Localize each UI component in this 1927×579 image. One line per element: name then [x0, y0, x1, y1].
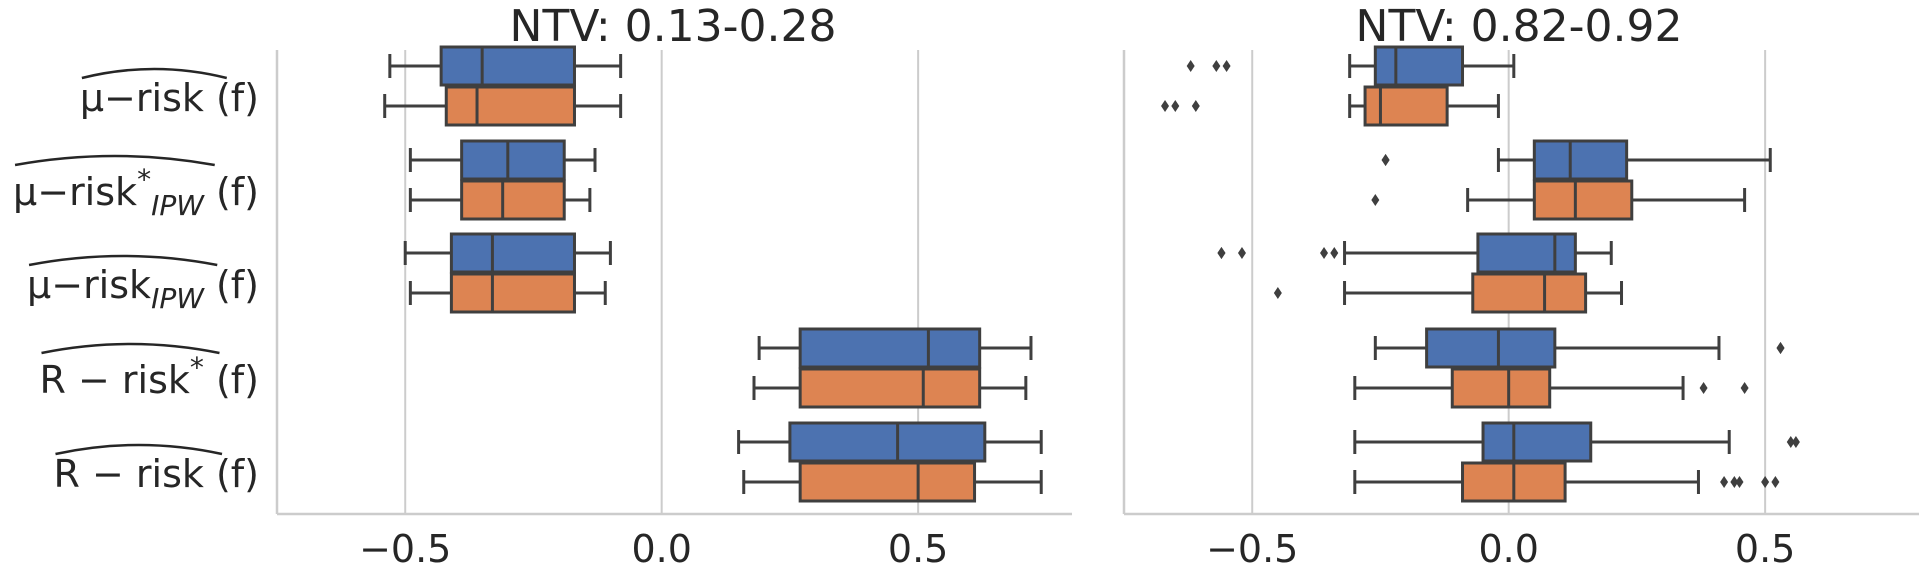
flier-point: [1222, 60, 1231, 72]
category-text: μ−risk*IPW (f): [13, 163, 259, 222]
flier-point: [1740, 382, 1749, 394]
box-iqr: [798, 367, 982, 409]
flier-point: [1786, 436, 1795, 448]
box: [737, 421, 1043, 463]
box-iqr: [798, 327, 982, 369]
box-iqr: [1481, 421, 1593, 463]
box: [408, 179, 592, 221]
box: [1353, 461, 1780, 503]
hat-accent: [81, 67, 228, 80]
panel-title: NTV: 0.13-0.28: [510, 1, 837, 52]
box: [383, 85, 623, 127]
flier-point: [1776, 342, 1785, 354]
category-text: μ−riskIPW (f): [27, 263, 259, 315]
y-category-label: R − risk (f): [54, 443, 260, 496]
box: [388, 45, 623, 87]
box-iqr: [1373, 45, 1465, 87]
hat-accent: [55, 443, 223, 456]
panel-title: NTV: 0.82-0.92: [1356, 1, 1683, 52]
flier-point: [1237, 247, 1246, 259]
flier-point: [1735, 476, 1744, 488]
box: [1381, 139, 1772, 181]
y-category-label: R − risk* (f): [40, 342, 260, 402]
x-tick-label: 0.0: [1478, 527, 1538, 571]
box: [1186, 45, 1516, 87]
box-iqr: [798, 461, 977, 503]
flier-point: [1330, 247, 1339, 259]
box-iqr: [1471, 272, 1588, 314]
box-iqr: [460, 179, 566, 221]
x-axis: −0.5 0.0 0.5: [275, 50, 1072, 571]
y-category-label: μ−riskIPW (f): [27, 254, 259, 315]
box: [1373, 327, 1785, 369]
box-iqr: [1450, 367, 1552, 409]
series-1: [1161, 85, 1780, 503]
flier-point: [1320, 247, 1329, 259]
box-iqr: [1363, 85, 1449, 127]
box: [1353, 421, 1800, 463]
flier-point: [1273, 287, 1282, 299]
box-iqr: [439, 45, 576, 87]
box-iqr: [1532, 139, 1629, 181]
hat-accent: [28, 254, 218, 267]
box: [1371, 179, 1747, 221]
series-0: [1186, 45, 1800, 463]
flier-point: [1191, 100, 1200, 112]
box-iqr: [444, 85, 576, 127]
flier-point: [1791, 436, 1800, 448]
box: [408, 139, 597, 181]
flier-point: [1161, 100, 1170, 112]
flier-point: [1186, 60, 1195, 72]
y-category-label: μ−risk (f): [80, 67, 259, 120]
hat-accent: [14, 154, 215, 167]
box-iqr: [1532, 179, 1634, 221]
category-text: μ−risk (f): [80, 76, 259, 120]
flier-point: [1217, 247, 1226, 259]
box: [408, 272, 607, 314]
category-text: R − risk* (f): [40, 351, 260, 402]
box-iqr: [449, 272, 576, 314]
series-1: [383, 85, 1043, 503]
box: [1217, 232, 1613, 274]
box: [752, 367, 1028, 409]
box: [1273, 272, 1624, 314]
x-tick-label: −0.5: [359, 527, 451, 571]
x-tick-label: −0.5: [1206, 527, 1298, 571]
box-iqr: [1425, 327, 1557, 369]
x-tick-label: 0.5: [1735, 527, 1795, 571]
flier-point: [1381, 154, 1390, 166]
category-text: R − risk (f): [54, 452, 260, 496]
hat-accent: [41, 342, 220, 355]
panel-ntv-high: NTV: 0.82-0.92 −0.5 0.0 0.5: [1122, 1, 1919, 571]
flier-point: [1371, 194, 1380, 206]
flier-point: [1720, 476, 1729, 488]
y-axis: μ−risk (f) μ−risk*IPW (f) μ−riskIPW (f) R −…: [13, 67, 260, 496]
flier-point: [1730, 476, 1739, 488]
box-iqr: [1476, 232, 1577, 274]
box: [1353, 367, 1749, 409]
flier-point: [1212, 60, 1221, 72]
box: [1161, 85, 1500, 127]
flier-point: [1699, 382, 1708, 394]
x-tick-label: 0.0: [631, 527, 691, 571]
x-tick-label: 0.5: [888, 527, 948, 571]
box-iqr: [788, 421, 987, 463]
series-0: [388, 45, 1043, 463]
flier-point: [1171, 100, 1180, 112]
panel-ntv-low: NTV: 0.13-0.28 −0.5 0.0 0.5μ−risk (f)μ−ris…: [13, 1, 1072, 571]
x-axis: −0.5 0.0 0.5: [1122, 50, 1919, 571]
box-iqr: [449, 232, 576, 274]
flier-point: [1771, 476, 1780, 488]
y-category-label: μ−risk*IPW (f): [13, 154, 259, 222]
flier-point: [1761, 476, 1770, 488]
box-iqr: [460, 139, 566, 181]
box: [742, 461, 1043, 503]
box: [757, 327, 1033, 369]
box: [403, 232, 612, 274]
